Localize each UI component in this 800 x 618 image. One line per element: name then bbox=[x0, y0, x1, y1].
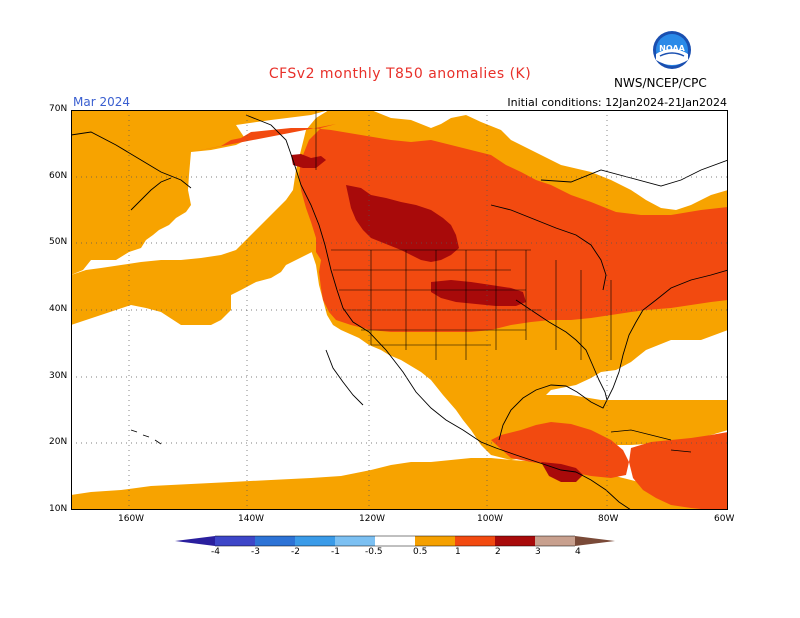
forecast-period: Mar 2024 bbox=[73, 95, 130, 109]
legend-arrow-left bbox=[175, 536, 215, 546]
legend-box-4 bbox=[335, 536, 375, 546]
legend-box-1 bbox=[215, 536, 255, 546]
lon-label-120w: 120W bbox=[359, 514, 386, 524]
legend-label: -3 bbox=[251, 547, 260, 557]
noaa-logo-icon: NOAA bbox=[653, 31, 691, 69]
map-title: CFSv2 monthly T850 anomalies (K) bbox=[268, 66, 532, 82]
lat-label-60n: 60N bbox=[49, 171, 68, 181]
lat-label-20n: 20N bbox=[49, 437, 68, 447]
anomaly-region-1-2 bbox=[191, 124, 728, 510]
lon-label-160w: 160W bbox=[118, 514, 145, 524]
legend-label: 2 bbox=[495, 547, 501, 557]
legend-box-5 bbox=[375, 536, 415, 546]
agency-label: NWS/NCEP/CPC bbox=[614, 76, 707, 90]
legend-box-9 bbox=[535, 536, 575, 546]
lon-label-100w: 100W bbox=[477, 514, 504, 524]
lat-label-10n: 10N bbox=[49, 504, 68, 514]
color-legend bbox=[175, 535, 615, 547]
legend-label: -4 bbox=[211, 547, 220, 557]
gridlines bbox=[71, 110, 728, 510]
legend-label: -2 bbox=[291, 547, 300, 557]
lat-label-30n: 30N bbox=[49, 371, 68, 381]
legend-box-2 bbox=[255, 536, 295, 546]
legend-label: 4 bbox=[575, 547, 581, 557]
lat-label-70n: 70N bbox=[49, 104, 68, 114]
legend-box-6 bbox=[415, 536, 455, 546]
lon-label-140w: 140W bbox=[238, 514, 265, 524]
legend-label: 0.5 bbox=[413, 547, 428, 557]
legend-label: -0.5 bbox=[365, 547, 383, 557]
lat-label-50n: 50N bbox=[49, 237, 68, 247]
lat-label-40n: 40N bbox=[49, 304, 68, 314]
logo-text: NOAA bbox=[659, 44, 685, 53]
state-borders bbox=[315, 110, 612, 360]
lon-label-80w: 80W bbox=[598, 514, 619, 524]
anomaly-map bbox=[71, 110, 728, 510]
legend-box-3 bbox=[295, 536, 335, 546]
legend-label: -1 bbox=[331, 547, 340, 557]
legend-box-8 bbox=[495, 536, 535, 546]
coastlines bbox=[71, 114, 728, 510]
islands bbox=[130, 429, 692, 453]
initial-conditions: Initial conditions: 12Jan2024-21Jan2024 bbox=[507, 96, 727, 109]
legend-box-7 bbox=[455, 536, 495, 546]
lon-label-60w: 60W bbox=[714, 514, 735, 524]
legend-label: 3 bbox=[535, 547, 541, 557]
legend-label: 1 bbox=[455, 547, 461, 557]
legend-arrow-right bbox=[575, 536, 615, 546]
